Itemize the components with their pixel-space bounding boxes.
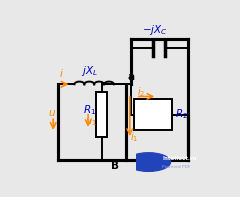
Text: $R_2$: $R_2$ [174, 108, 188, 122]
Text: a: a [127, 72, 135, 82]
Text: $u_1$: $u_1$ [85, 116, 97, 127]
Text: $-jX_C$: $-jX_C$ [142, 23, 167, 37]
Text: $jX_L$: $jX_L$ [81, 64, 97, 78]
Text: $i$: $i$ [59, 67, 63, 79]
Text: $R_1$: $R_1$ [83, 103, 96, 117]
Text: $u$: $u$ [48, 108, 56, 118]
Text: $i_2$: $i_2$ [138, 85, 146, 99]
Bar [96, 92, 107, 138]
Text: $i_1$: $i_1$ [130, 130, 138, 144]
Text: B: B [111, 161, 119, 171]
Bar [134, 99, 172, 130]
